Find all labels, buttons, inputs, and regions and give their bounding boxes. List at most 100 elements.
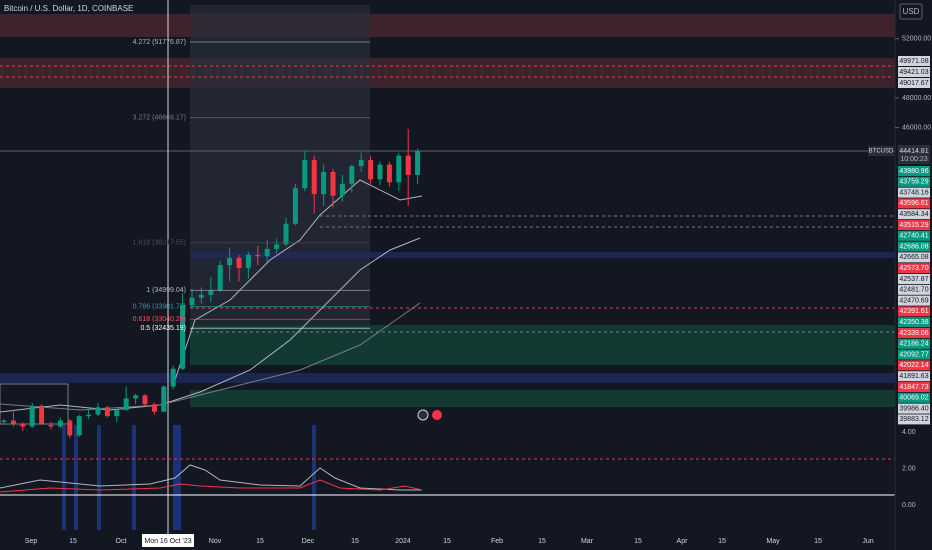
indicator-tick-label: 2.00 xyxy=(902,465,916,472)
level-price-label-bg xyxy=(898,328,930,338)
fib-box xyxy=(190,5,370,330)
level-price-label: 42092.77 xyxy=(899,351,928,358)
level-price-label: 42481.70 xyxy=(899,287,928,294)
level-price-label-bg xyxy=(898,317,930,328)
level-price-label: 42537.87 xyxy=(899,276,928,283)
time-label: 15 xyxy=(634,538,642,545)
candle-body xyxy=(245,254,251,269)
crosshair-date-bg xyxy=(142,534,194,547)
candle-body xyxy=(311,160,317,195)
level-price-label-bg xyxy=(898,338,930,349)
level-price-label-bg xyxy=(898,230,930,241)
candle-body xyxy=(264,248,270,257)
level-price-label-bg xyxy=(898,274,930,284)
candle-body xyxy=(86,414,92,417)
moving-average xyxy=(174,179,423,381)
band xyxy=(190,252,895,258)
level-price-label-bg xyxy=(898,209,930,220)
level-price-label: 42339.06 xyxy=(899,330,928,337)
level-price-label-bg xyxy=(898,241,930,252)
time-label: 15 xyxy=(256,538,264,545)
level-price-label-bg xyxy=(898,187,930,198)
candle-body xyxy=(133,395,139,399)
indicator-line xyxy=(0,464,422,491)
indicator-tick-label: 0.00 xyxy=(902,502,916,509)
time-label: 2024 xyxy=(395,538,411,545)
level-price-label: 41891.63 xyxy=(899,373,928,380)
symbol-tag-bg xyxy=(868,146,894,156)
time-label: Oct xyxy=(116,538,127,545)
candle-body xyxy=(217,265,223,291)
level-price-label: 49421.03 xyxy=(899,69,928,76)
candle-body xyxy=(29,405,35,427)
event-icon[interactable] xyxy=(417,409,429,421)
level-price-label-bg xyxy=(898,263,930,274)
candle-body xyxy=(10,420,16,424)
crosshair-date: Mon 16 Oct '23 xyxy=(144,538,191,545)
fib-label: 0.618 (33040.26) xyxy=(133,316,186,323)
level-price-label: 43759.29 xyxy=(899,179,928,186)
level-price-label: 39986.40 xyxy=(899,405,928,412)
candle-body xyxy=(415,151,421,175)
level-price-label-bg xyxy=(898,252,930,263)
time-label: 15 xyxy=(814,538,822,545)
candle-body xyxy=(104,407,110,417)
level-price-label: 43584.34 xyxy=(899,211,928,218)
time-label: Mar xyxy=(581,538,594,545)
fib-label: 3.272 (46669.17) xyxy=(133,114,186,121)
fib-label: 4.272 (51776.87) xyxy=(133,39,186,46)
level-price-label: 42186.24 xyxy=(899,341,928,348)
symbol-title: Bitcoin / U.S. Dollar, 1D, COINBASE xyxy=(4,4,133,13)
level-price-label: 42022.14 xyxy=(899,362,928,369)
level-price-label: 42470.69 xyxy=(899,297,928,304)
candle-body xyxy=(396,155,402,183)
level-price-label-bg xyxy=(898,392,930,403)
time-label: 15 xyxy=(69,538,77,545)
candle-body xyxy=(405,155,411,175)
time-label: Nov xyxy=(209,538,222,545)
time-label: May xyxy=(766,538,780,545)
candle-body xyxy=(76,416,82,436)
level-price-label: 43596.61 xyxy=(899,200,928,207)
time-label: 15 xyxy=(351,538,359,545)
candle-body xyxy=(67,420,73,436)
level-price-label: 42391.61 xyxy=(899,308,928,315)
level-price-label-bg xyxy=(898,198,930,209)
support-zone xyxy=(190,325,895,365)
countdown: 10:00:23 xyxy=(900,156,927,163)
candle-body xyxy=(255,254,261,257)
level-price-label-bg xyxy=(898,295,930,306)
currency[interactable]: USD xyxy=(903,7,920,16)
level-price-label-bg xyxy=(898,176,930,187)
level-price-label: 49971.08 xyxy=(899,58,928,65)
resistance-zone xyxy=(0,58,895,88)
indicator-tick-label: 4.00 xyxy=(902,429,916,436)
candle-body xyxy=(368,160,374,180)
candle-body xyxy=(48,425,54,427)
price-tick-label: 48000.00 xyxy=(902,95,931,102)
level-price-label-bg xyxy=(898,349,930,360)
level-price-label-bg xyxy=(898,220,930,230)
event-icon[interactable] xyxy=(432,410,442,420)
level-price-label: 49017.67 xyxy=(899,80,928,87)
time-label: 15 xyxy=(538,538,546,545)
candle-body xyxy=(151,404,157,412)
level-price-label: 43748.16 xyxy=(899,189,928,196)
candle-body xyxy=(349,166,355,184)
candle-body xyxy=(227,257,233,266)
fib-label: 1.618 (38217.55) xyxy=(133,240,186,247)
level-price-label-bg xyxy=(898,414,930,425)
resistance-zone xyxy=(0,14,895,37)
currency-button[interactable] xyxy=(899,3,923,20)
candle-body xyxy=(57,420,63,427)
candle-body xyxy=(189,297,195,306)
band xyxy=(0,373,895,383)
level-price-label: 43980.96 xyxy=(899,168,928,175)
candle-body xyxy=(321,171,327,195)
levels xyxy=(0,65,895,333)
fib-label: 0.786 (33901.73) xyxy=(133,303,186,310)
level-price-label-bg xyxy=(898,67,930,77)
level-price-label: 42350.38 xyxy=(899,319,928,326)
price-tick-label: 46000.00 xyxy=(902,124,931,131)
moving-average xyxy=(0,302,421,411)
